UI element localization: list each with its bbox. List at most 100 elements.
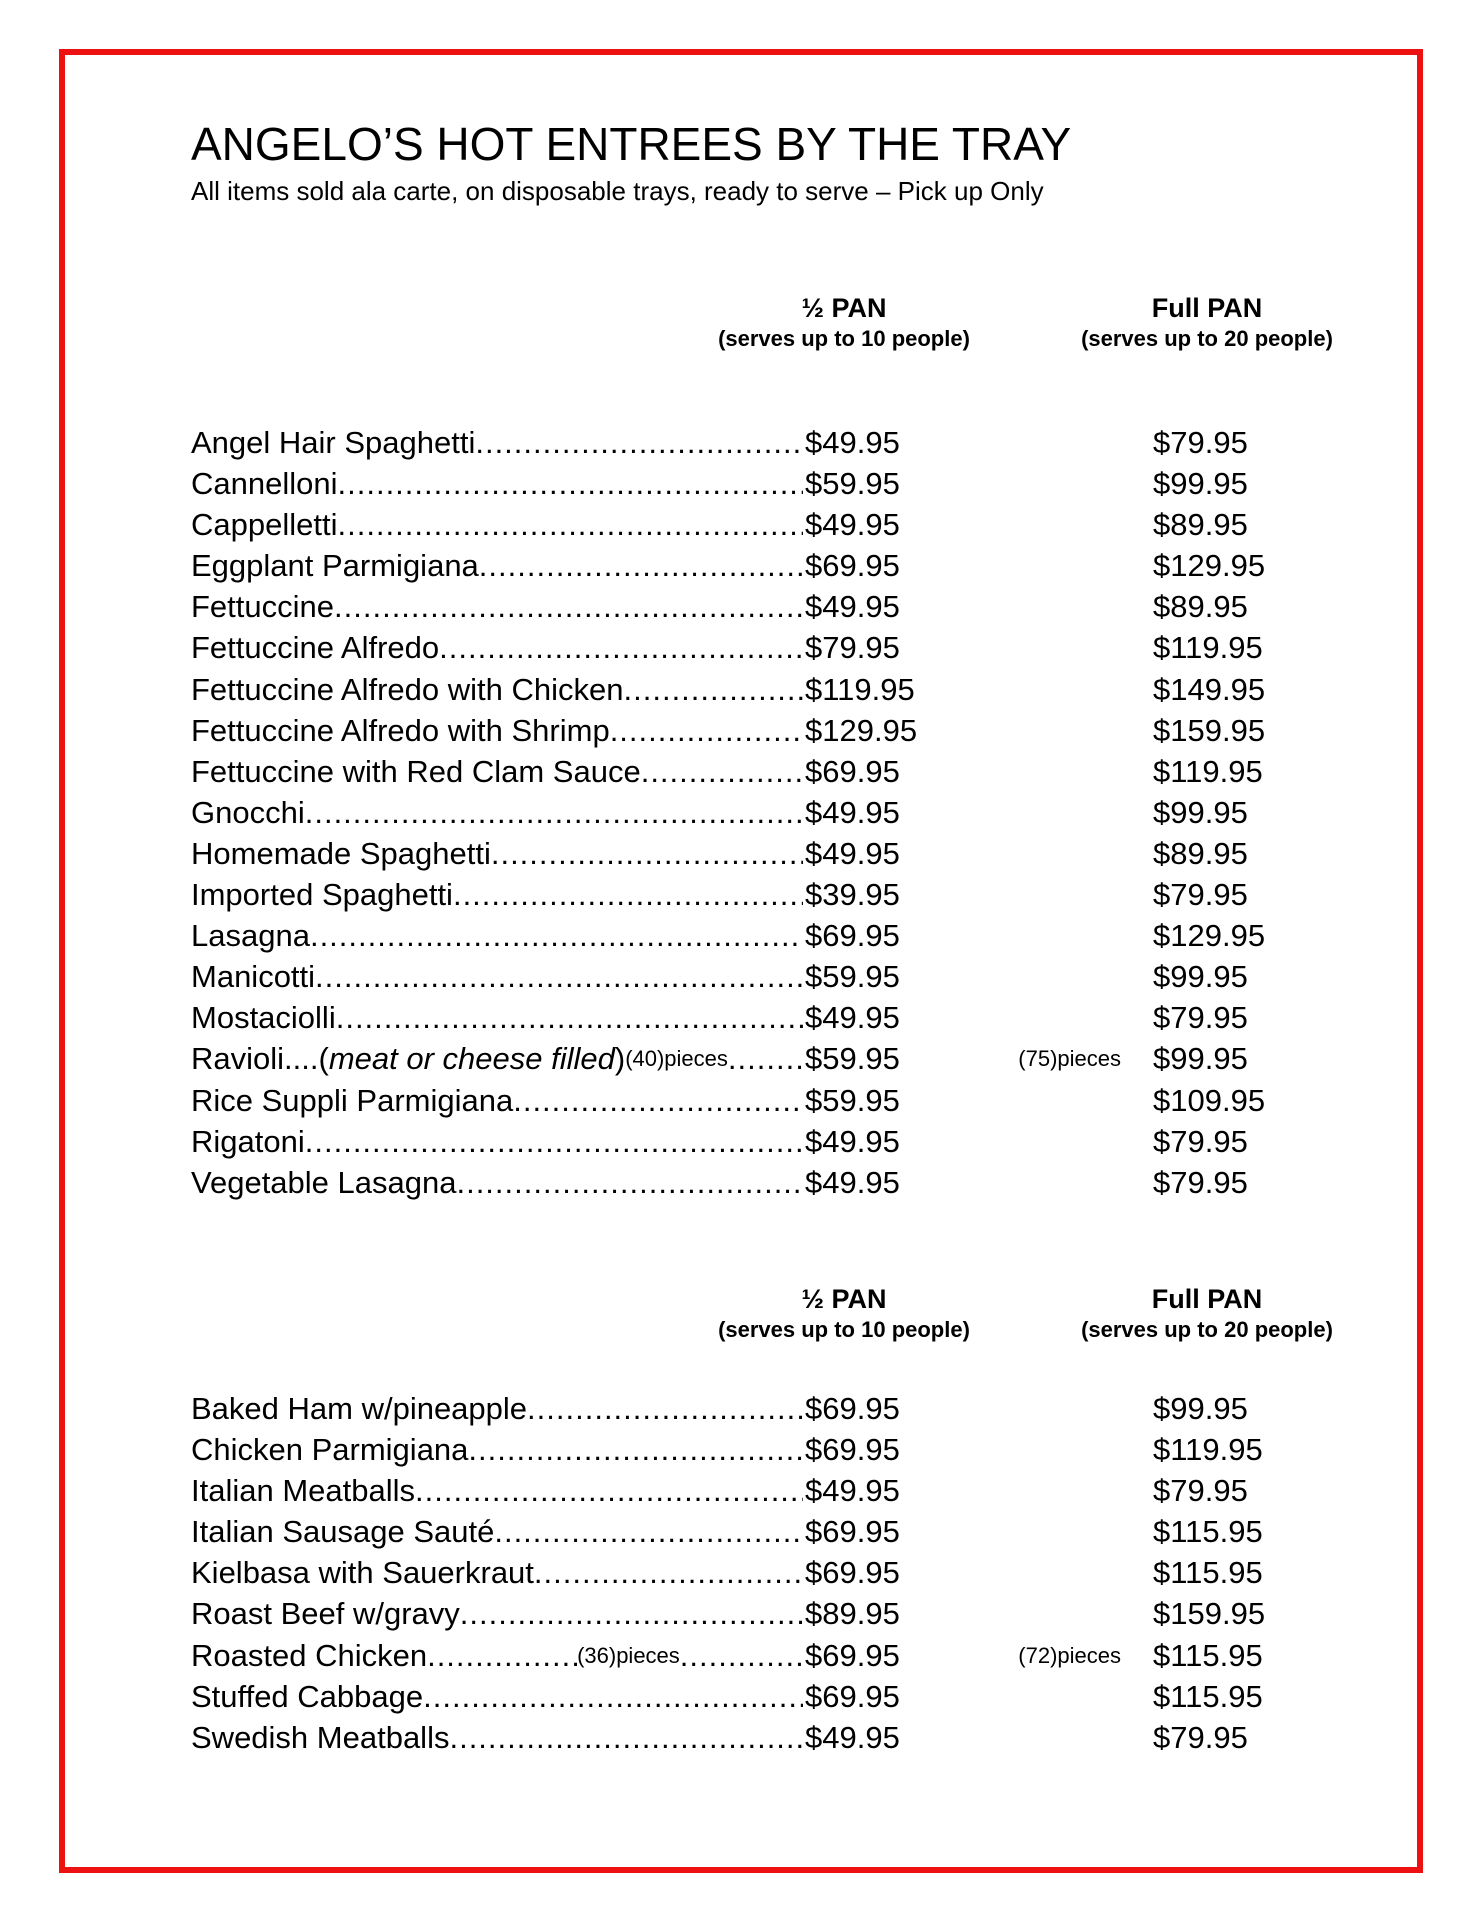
item-name: Fettuccine	[191, 589, 335, 625]
full-pan-price: $89.95	[1153, 589, 1248, 625]
full-pan-price: $89.95	[1153, 507, 1248, 543]
half-pan-price: $69.95	[805, 1514, 900, 1550]
full-pan-price: $159.95	[1153, 712, 1266, 748]
menu-item-row: Cappelletti $49.95 $89.95	[191, 504, 1341, 545]
item-name: Roast Beef w/gravy	[191, 1596, 460, 1632]
full-pan-price: $119.95	[1153, 630, 1263, 666]
half-pan-price: $49.95	[805, 1000, 900, 1036]
item-leader: Fettuccine with Red Clam Sauce	[191, 751, 803, 792]
half-pan-price: $69.95	[805, 548, 900, 584]
menu-item-row: Eggplant Parmigiana $69.95 $129.95	[191, 545, 1341, 586]
full-pan-price: $89.95	[1153, 835, 1248, 871]
menu-item-row: Manicotti $59.95 $99.95	[191, 956, 1341, 997]
dot-leader	[456, 1162, 803, 1203]
full-pan-price: $79.95	[1153, 1000, 1248, 1036]
dot-leader	[338, 463, 804, 504]
dot-leader	[728, 1038, 803, 1079]
half-pan-price: $49.95	[805, 1719, 900, 1755]
full-pan-price: $129.95	[1153, 548, 1266, 584]
half-pan-price: $49.95	[805, 425, 900, 460]
item-name: Swedish Meatballs	[191, 1719, 450, 1755]
dot-leader	[305, 1121, 803, 1162]
full-pan-price: $119.95	[1153, 1432, 1263, 1468]
item-leader: Italian Sausage Sauté	[191, 1511, 803, 1552]
half-pan-price: $69.95	[805, 1678, 900, 1714]
item-name: Vegetable Lasagna	[191, 1164, 457, 1200]
item-leader: Manicotti	[191, 956, 803, 997]
full-pan-price: $115.95	[1153, 1678, 1263, 1714]
item-leader: Cappelletti	[191, 504, 803, 545]
dot-leader	[680, 1635, 803, 1676]
half-pan-price: $49.95	[805, 589, 900, 625]
half-pan-label: ½ PAN	[801, 293, 887, 323]
half-pan-price: $129.95	[805, 712, 918, 748]
dot-leader	[310, 915, 803, 956]
menu-item-row: Fettuccine Alfredo $79.95 $119.95	[191, 627, 1341, 668]
menu-item-row: Italian Meatballs $49.95 $79.95	[191, 1470, 1341, 1511]
item-leader: Italian Meatballs	[191, 1470, 803, 1511]
item-name: Cappelletti	[191, 507, 338, 543]
full-pan-price: $79.95	[1153, 1473, 1248, 1509]
dot-leader	[334, 586, 803, 627]
item-leader: Homemade Spaghetti	[191, 833, 803, 874]
item-name: Fettuccine with Red Clam Sauce	[191, 753, 641, 789]
menu-item-row: Swedish Meatballs $49.95 $79.95	[191, 1717, 1341, 1758]
dot-leader	[415, 1470, 803, 1511]
half-pan-header: ½ PAN (serves up to 10 people)	[684, 292, 1004, 354]
half-pan-header: ½ PAN (serves up to 10 people)	[684, 1283, 1004, 1345]
full-pan-label: Full PAN	[1151, 293, 1263, 323]
item-leader: Fettuccine Alfredo with Shrimp	[191, 710, 803, 751]
dot-leader	[610, 710, 803, 751]
half-pieces: (40)pieces	[625, 1046, 728, 1072]
dot-leader	[641, 751, 803, 792]
item-name: Kielbasa with Sauerkraut	[191, 1555, 534, 1591]
dot-leader	[468, 1429, 803, 1470]
menu-item-row: Mostaciolli $49.95 $79.95	[191, 997, 1341, 1038]
full-pan-price: $159.95	[1153, 1596, 1266, 1632]
item-leader: Roasted Chicken (36)pieces	[191, 1635, 803, 1676]
menu-border	[59, 49, 1423, 1873]
full-pieces: (72)pieces	[1018, 1642, 1121, 1668]
item-name: Stuffed Cabbage	[191, 1678, 424, 1714]
item-leader: Cannelloni	[191, 463, 803, 504]
full-pan-price: $99.95	[1153, 466, 1248, 502]
dot-leader	[527, 1388, 803, 1429]
full-pan-serves: (serves up to 20 people)	[1081, 326, 1333, 351]
item-name: Baked Ham w/pineapple	[191, 1391, 528, 1426]
item-leader: Baked Ham w/pineapple	[191, 1388, 803, 1429]
dot-leader	[453, 874, 803, 915]
menu-item-row: Roasted Chicken (36)pieces $69.95 (72)piece…	[191, 1635, 1341, 1676]
dot-leader	[423, 1676, 803, 1717]
item-name: Mostaciolli	[191, 1000, 336, 1036]
item-note: meat or cheese filled	[328, 1041, 615, 1077]
dot-leader	[427, 1635, 577, 1676]
half-pan-price: $69.95	[805, 1432, 900, 1468]
half-pieces: (36)pieces	[577, 1642, 680, 1668]
full-pan-price: $129.95	[1153, 918, 1266, 954]
dot-leader	[491, 833, 803, 874]
half-pan-price: $39.95	[805, 877, 900, 913]
half-pan-price: $59.95	[805, 466, 900, 502]
full-pan-price: $149.95	[1153, 671, 1266, 707]
menu-item-row: Rigatoni $49.95 $79.95	[191, 1121, 1341, 1162]
menu-item-row: Roast Beef w/gravy $89.95 $159.95	[191, 1593, 1341, 1634]
dot-leader	[475, 422, 803, 463]
full-pan-price: $99.95	[1153, 959, 1248, 995]
menu-item-row: Lasagna $69.95 $129.95	[191, 915, 1341, 956]
dot-leader	[337, 504, 803, 545]
item-leader: Rigatoni	[191, 1121, 803, 1162]
menu-item-row: Ravioli....(meat or cheese filled) (40)p…	[191, 1038, 1341, 1079]
menu-item-row: Baked Ham w/pineapple $69.95 $99.95	[191, 1388, 1341, 1429]
half-pan-price: $69.95	[805, 1555, 900, 1591]
dot-leader	[513, 1080, 803, 1121]
half-pan-price: $49.95	[805, 507, 900, 543]
item-leader: Imported Spaghetti	[191, 874, 803, 915]
half-pan-price: $89.95	[805, 1596, 900, 1632]
menu-item-row: Kielbasa with Sauerkraut $69.95 $115.95	[191, 1552, 1341, 1593]
half-pan-price: $49.95	[805, 1164, 900, 1200]
item-name: Italian Meatballs	[191, 1473, 416, 1509]
item-leader: Fettuccine	[191, 586, 803, 627]
full-pan-header: Full PAN (serves up to 20 people)	[1047, 292, 1367, 354]
half-pan-price: $69.95	[805, 1391, 900, 1426]
item-leader: Roast Beef w/gravy	[191, 1593, 803, 1634]
